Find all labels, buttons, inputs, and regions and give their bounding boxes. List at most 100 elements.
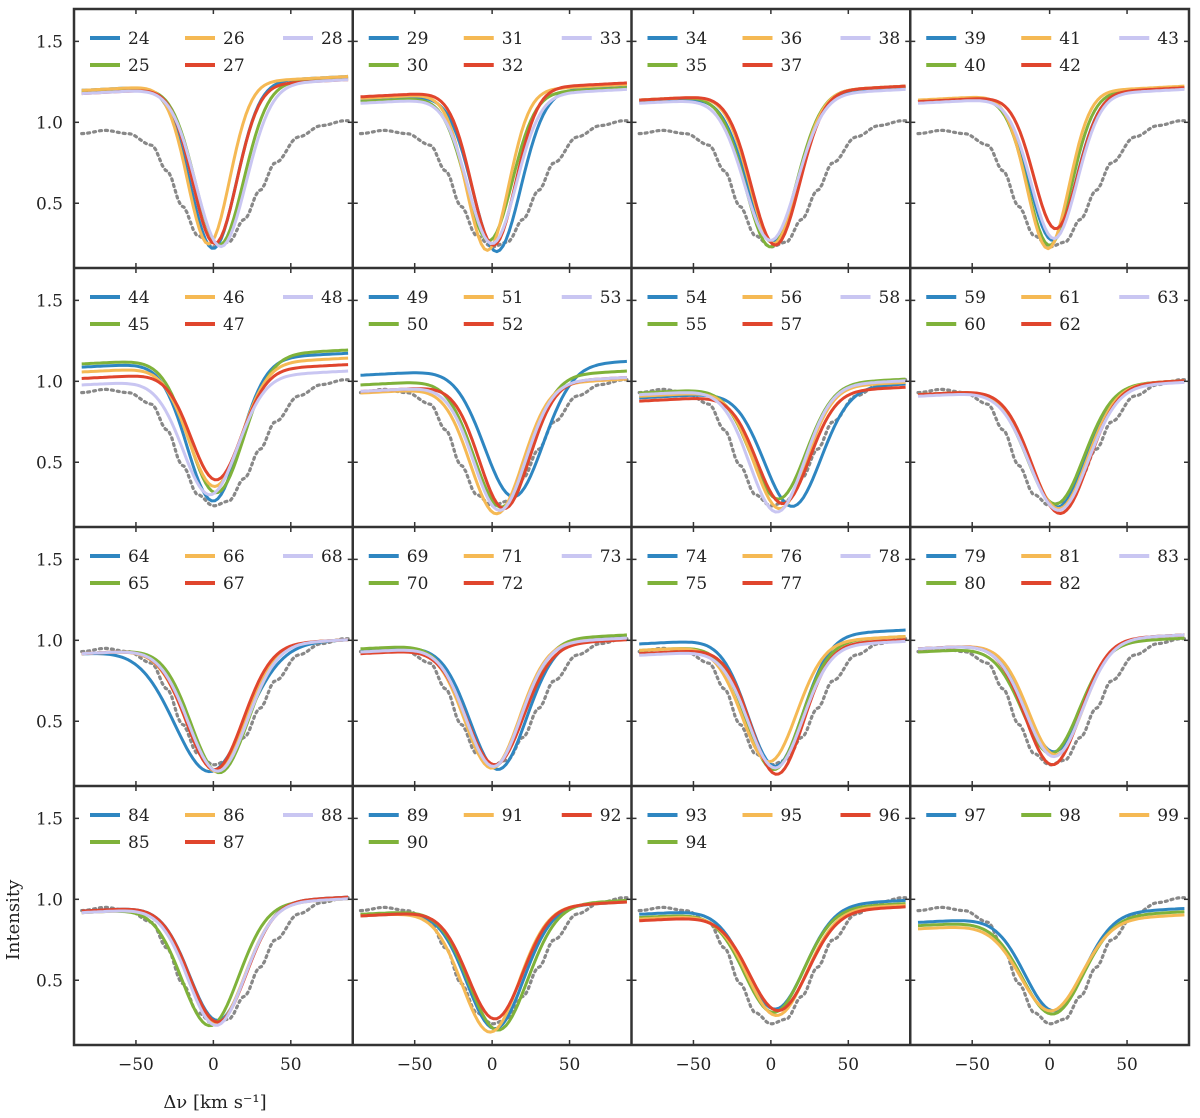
x-tick-label: 0 [1044,1055,1055,1075]
series-line-71 [360,636,627,770]
panel-plot-area [916,378,1186,515]
series-line-26 [81,74,349,246]
series-line-57 [639,385,906,506]
panel-16: 97 98 99 [910,786,1189,1045]
reference-profile-line [916,637,1186,767]
panel-plot-area [637,896,908,1026]
legend-label-70: 70 [407,574,429,594]
legend-label-25: 25 [128,56,150,76]
panel-plot-area [637,84,908,249]
series-line-58 [639,379,906,514]
series-line-76 [639,635,906,764]
legend-label-96: 96 [879,806,901,826]
y-tick-label: 0.5 [36,453,63,473]
x-tick-label: 50 [559,1055,581,1075]
reference-profile-line [358,119,629,249]
series-line-83 [917,633,1185,759]
legend-label-41: 41 [1059,29,1081,49]
legend-label-48: 48 [321,288,343,308]
y-tick-label: 1.5 [36,291,63,311]
series-line-78 [639,639,906,770]
legend-panel-13: 84 85 86 87 88 [90,806,343,853]
legend-label-53: 53 [600,288,622,308]
series-line-38 [639,87,906,242]
legend-label-78: 78 [879,547,901,567]
legend-panel-4: 39 40 41 42 43 [926,29,1179,76]
legend-label-80: 80 [964,574,986,594]
panel-plot-area [80,74,350,250]
panel-1: 24 25 26 27 28 [74,9,353,268]
series-line-85 [81,897,349,1028]
y-tick-label: 1.0 [36,631,63,651]
x-axis-label: Δν [km s⁻¹] [163,1092,266,1113]
legend-panel-14: 89 90 91 92 [368,806,621,853]
series-line-50 [360,369,627,509]
series-line-65 [81,638,349,775]
series-line-30 [360,86,627,242]
series-line-66 [81,638,349,773]
panel-plot-area [80,637,350,775]
panel-14: 89 90 91 92 [352,786,632,1045]
legend-label-66: 66 [223,547,245,567]
legend-label-95: 95 [781,806,803,826]
panel-13: 84 85 86 87 88 [74,786,353,1045]
series-line-96 [639,905,906,1013]
legend-label-79: 79 [964,547,986,567]
legend-label-71: 71 [502,547,524,567]
series-line-89 [360,900,627,1031]
series-line-25 [81,76,349,247]
legend-label-30: 30 [407,56,429,76]
legend-label-32: 32 [502,56,524,76]
legend-label-26: 26 [223,29,245,49]
legend-label-58: 58 [879,288,901,308]
series-line-54 [639,382,906,508]
legend-label-24: 24 [128,29,150,49]
panel-15: 93 94 95 96 [631,786,911,1045]
legend-panel-6: 49 50 51 52 53 [368,288,622,335]
legend-label-44: 44 [128,288,150,308]
panel-plot-area [637,377,908,514]
legend-label-33: 33 [600,29,622,49]
legend-label-37: 37 [781,56,803,76]
x-tick-label: 0 [208,1055,219,1075]
panel-plot-area [637,628,908,776]
x-tick-label: 50 [280,1055,302,1075]
panel-5: 44 45 46 47 48 [74,268,353,527]
series-line-24 [81,74,349,250]
legend-label-50: 50 [407,315,429,335]
y-tick-label: 1.5 [36,550,63,570]
y-tick-label: 1.0 [36,890,63,910]
series-line-53 [360,376,627,512]
series-line-36 [639,84,906,245]
legend-label-27: 27 [223,56,245,76]
series-line-84 [81,895,349,1022]
series-line-91 [360,900,627,1034]
series-line-29 [360,84,627,254]
y-tick-label: 1.0 [36,372,63,392]
y-tick-label: 1.5 [36,32,63,52]
x-tick-label: 0 [487,1055,498,1075]
legend-label-54: 54 [686,288,708,308]
legend-label-74: 74 [686,547,708,567]
legend-label-29: 29 [407,29,429,49]
legend-label-68: 68 [321,547,343,567]
legend-label-75: 75 [686,574,708,594]
panel-12: 79 80 81 82 83 [910,527,1189,786]
series-line-69 [360,635,627,771]
reference-profile-line [80,119,350,249]
panel-plot-area [916,896,1186,1026]
y-tick-label: 0.5 [36,971,63,991]
series-line-34 [639,86,906,244]
legend-label-89: 89 [407,806,429,826]
series-line-43 [917,87,1185,241]
series-line-88 [81,897,349,1027]
legend-label-82: 82 [1059,574,1081,594]
y-tick-label: 0.5 [36,712,63,732]
panel-7: 54 55 56 57 58 [631,268,911,527]
legend-panel-9: 64 65 66 67 68 [90,547,343,594]
legend-label-97: 97 [964,806,986,826]
series-line-64 [81,638,349,774]
series-line-95 [639,903,906,1017]
series-line-37 [639,84,906,247]
series-line-77 [639,638,906,776]
